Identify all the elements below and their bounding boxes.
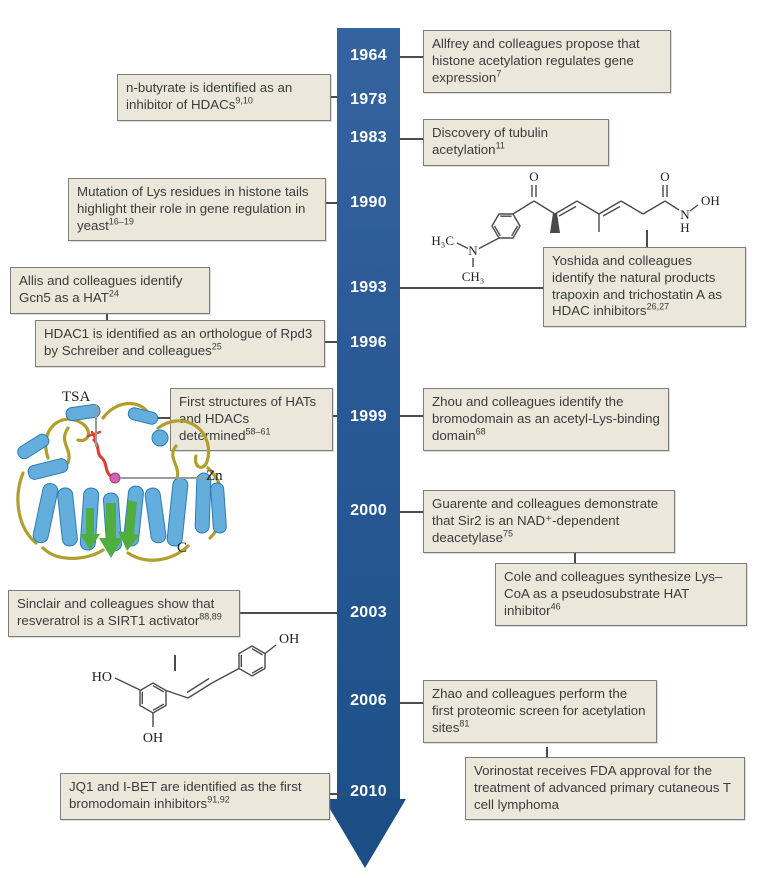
- reference-superscript: 24: [108, 288, 119, 299]
- reference-superscript: 46: [550, 601, 561, 612]
- reference-superscript: 75: [502, 528, 513, 539]
- connector-2006: [400, 702, 423, 704]
- connector-allis-hdac1: [106, 311, 108, 321]
- connector-1996: [321, 341, 337, 343]
- reference-superscript: 16–19: [108, 216, 134, 227]
- event-text: Allis and colleagues identify Gcn5 as a …: [19, 273, 183, 305]
- reference-superscript: 26,27: [646, 301, 670, 312]
- reference-superscript: 88,89: [199, 611, 222, 622]
- event-text: n-butyrate is identified as an inhibitor…: [126, 80, 293, 112]
- reference-superscript: 68: [475, 426, 486, 437]
- event-text: HDAC1 is identified as an orthologue of …: [44, 326, 313, 358]
- connector-structures-protein: [146, 417, 171, 419]
- tsa-annotation-label: TSA: [62, 389, 91, 405]
- year-label-1978: 1978: [350, 91, 387, 108]
- n-amide-label: N: [680, 207, 690, 222]
- event-text: First structures of HATs and HDACs deter…: [179, 394, 317, 443]
- timeline-bar: [337, 28, 400, 800]
- connector-2003: [223, 612, 337, 614]
- year-label-1983: 1983: [350, 129, 387, 146]
- event-box-tubulin: Discovery of tubulin acetylation11: [423, 119, 609, 166]
- year-label-2006: 2006: [350, 692, 387, 709]
- event-box-hdac1: HDAC1 is identified as an orthologue of …: [35, 320, 325, 367]
- h3c-label: H₃C: [431, 233, 454, 248]
- event-box-cole: Cole and colleagues synthesize Lys–CoA a…: [495, 563, 747, 627]
- reference-superscript: 25: [211, 341, 222, 352]
- o-amide-label: O: [660, 169, 669, 184]
- event-box-allfrey: Allfrey and colleagues propose that hist…: [423, 30, 671, 94]
- connector-1999-right: [400, 415, 423, 417]
- connector-yoshida-structure: [646, 230, 648, 248]
- event-text: JQ1 and I-BET are identified as the firs…: [69, 779, 302, 811]
- timeline-arrowhead-icon: [324, 799, 406, 868]
- event-box-guarente: Guarente and colleagues demonstrate that…: [423, 490, 675, 554]
- event-box-jq1: JQ1 and I-BET are identified as the firs…: [60, 773, 330, 820]
- reference-superscript: 7: [496, 68, 502, 79]
- event-text: Guarente and colleagues demonstrate that…: [432, 496, 659, 545]
- trichostatin-a-structure: H₃C N CH₃ O O N H OH: [431, 169, 720, 284]
- reference-superscript: 58–61: [245, 426, 271, 437]
- event-box-structures: First structures of HATs and HDACs deter…: [170, 388, 333, 452]
- event-text: Discovery of tubulin acetylation: [432, 125, 549, 157]
- year-label-2010: 2010: [350, 783, 387, 800]
- wedge-bond: [550, 213, 560, 233]
- event-text: Yoshida and colleagues identify the natu…: [552, 253, 723, 319]
- event-box-lys-mutation: Mutation of Lys residues in histone tail…: [68, 178, 326, 242]
- connector-2000: [400, 511, 423, 513]
- connector-1983: [400, 138, 423, 140]
- event-text: Sinclair and colleagues show that resver…: [17, 596, 215, 628]
- n-amine-label: N: [468, 243, 478, 258]
- resveratrol-structure: HO OH OH: [92, 632, 299, 746]
- connector-1964: [400, 56, 423, 58]
- h-amide-label: H: [680, 220, 689, 235]
- event-box-vorinostat: Vorinostat receives FDA approval for the…: [465, 757, 745, 821]
- event-text: Cole and colleagues synthesize Lys–CoA a…: [504, 569, 723, 618]
- reference-superscript: 91,92: [207, 794, 230, 805]
- connector-1993: [400, 287, 543, 289]
- year-label-1999: 1999: [350, 408, 387, 425]
- year-label-1990: 1990: [350, 194, 387, 211]
- year-label-2003: 2003: [350, 604, 387, 621]
- event-text: Zhou and colleagues identify the bromodo…: [432, 394, 660, 443]
- year-label-1993: 1993: [350, 279, 387, 296]
- event-text: Allfrey and colleagues propose that hist…: [432, 36, 640, 85]
- connector-sinclair-structure: [174, 655, 176, 671]
- reference-superscript: 9,10: [235, 95, 253, 106]
- oh-bottom-label: OH: [143, 731, 163, 746]
- ch3-label: CH₃: [462, 269, 485, 284]
- year-label-1996: 1996: [350, 334, 387, 351]
- event-box-zhao: Zhao and colleagues perform the first pr…: [423, 680, 657, 744]
- event-box-allis: Allis and colleagues identify Gcn5 as a …: [10, 267, 210, 314]
- event-box-yoshida: Yoshida and colleagues identify the natu…: [543, 247, 746, 327]
- event-text: Mutation of Lys residues in histone tail…: [77, 184, 309, 233]
- protein-sheets: [80, 500, 140, 558]
- oh-top-label: OH: [279, 632, 299, 647]
- tsa-ligand: [92, 438, 114, 479]
- c-terminus-label: C: [177, 540, 188, 556]
- zinc-ion: [109, 472, 121, 484]
- oh-label: OH: [701, 193, 720, 208]
- event-box-zhou: Zhou and colleagues identify the bromodo…: [423, 388, 669, 452]
- connector-zhao-vorinostat: [546, 747, 548, 757]
- event-text: Zhao and colleagues perform the first pr…: [432, 686, 646, 735]
- connector-guarente-cole: [574, 553, 576, 563]
- o-ketone-label: O: [529, 169, 538, 184]
- ho-label: HO: [92, 670, 112, 685]
- zn-annotation-label: Zn: [206, 468, 223, 484]
- hdac-protein-structure: [16, 402, 227, 562]
- event-box-butyrate: n-butyrate is identified as an inhibitor…: [117, 74, 331, 121]
- reference-superscript: 11: [495, 140, 505, 151]
- reference-superscript: 81: [459, 718, 470, 729]
- year-label-1964: 1964: [350, 47, 387, 64]
- event-text: Vorinostat receives FDA approval for the…: [474, 763, 731, 812]
- event-box-sinclair: Sinclair and colleagues show that resver…: [8, 590, 240, 637]
- tsa-leader-line: [95, 405, 97, 447]
- zn-leader-line: [120, 477, 204, 479]
- year-label-2000: 2000: [350, 502, 387, 519]
